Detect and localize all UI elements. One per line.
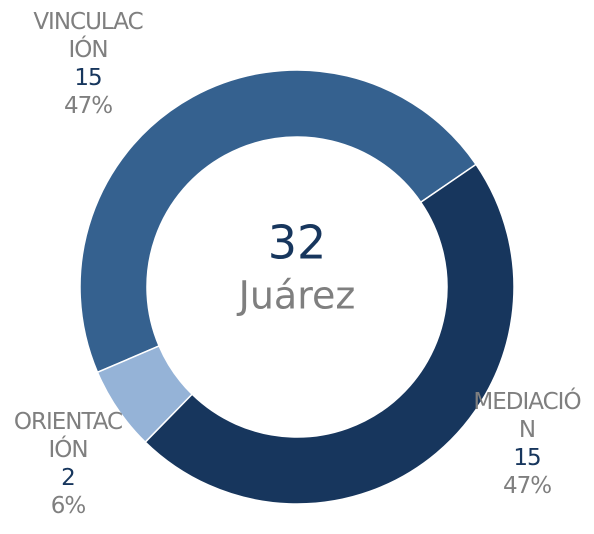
value-label: 2 <box>61 465 76 491</box>
donut-segment <box>144 163 515 505</box>
category-name: ORIENTACIÓN <box>13 409 123 463</box>
center-label: Juárez <box>237 274 356 318</box>
center-value: 32 <box>268 216 327 270</box>
data-label: ORIENTACIÓN 2 6% <box>12 408 124 520</box>
data-label: VINCULACIÓN 15 47% <box>32 8 144 120</box>
data-label: MEDIACIÓN 15 47% <box>471 388 583 500</box>
percent-label: 47% <box>502 473 552 499</box>
donut-segment <box>79 69 478 374</box>
percent-label: 47% <box>63 93 113 119</box>
category-name: MEDIACIÓN <box>473 389 581 443</box>
category-name: VINCULACIÓN <box>33 9 143 63</box>
value-label: 15 <box>74 65 102 91</box>
value-label: 15 <box>513 445 541 471</box>
percent-label: 6% <box>50 493 87 519</box>
